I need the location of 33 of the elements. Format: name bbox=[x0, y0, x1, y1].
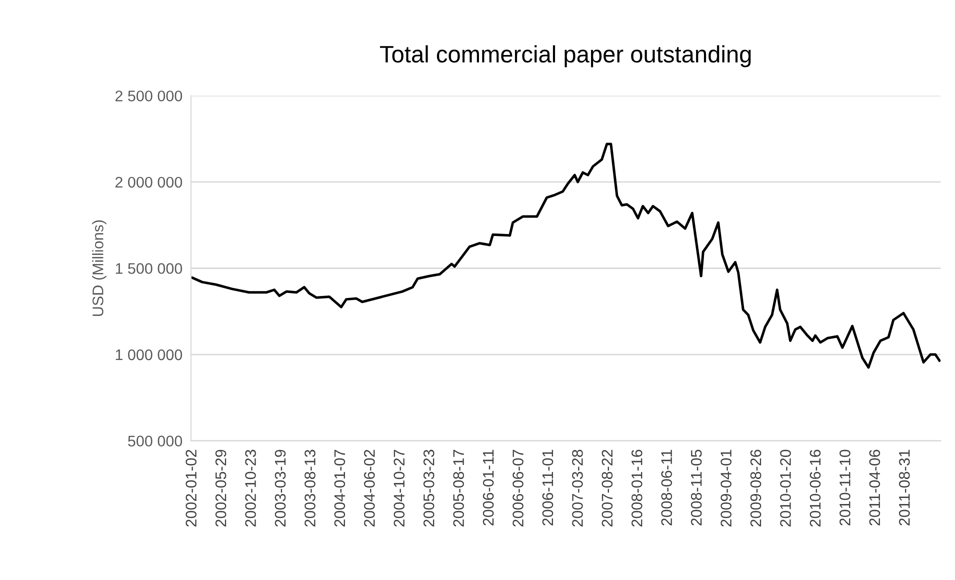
x-tick-label: 2009-04-01 bbox=[720, 450, 732, 527]
x-tick-label: 2010-01-20 bbox=[780, 450, 791, 527]
x-tick-label: 2004-01-07 bbox=[334, 450, 346, 527]
y-tick-label: 2 500 000 bbox=[115, 90, 182, 102]
x-tick-label: 2003-08-13 bbox=[304, 450, 316, 527]
x-tick-label: 2006-01-11 bbox=[482, 450, 494, 526]
x-tick-label: 2004-10-27 bbox=[394, 450, 405, 527]
y-tick-label: 1 000 000 bbox=[116, 349, 182, 360]
x-tick-label: 2011-04-06 bbox=[869, 450, 880, 526]
x-tick-label: 2006-06-07 bbox=[512, 450, 524, 527]
x-tick-label: 2002-05-29 bbox=[215, 450, 226, 527]
x-tick-label: 2010-11-10 bbox=[840, 450, 850, 526]
y-tick-label: 1 500 000 bbox=[116, 263, 182, 274]
x-tick-label: 2004-06-02 bbox=[364, 450, 375, 527]
x-tick-label: 2003-03-19 bbox=[274, 450, 286, 527]
x-tick-label: 2002-01-02 bbox=[186, 450, 197, 527]
x-tick-label: 2006-11-01 bbox=[542, 450, 554, 526]
chart-title: Total commercial paper outstanding bbox=[380, 45, 751, 68]
line-series bbox=[191, 142, 941, 369]
x-tick-label: 2011-08-31 bbox=[898, 450, 910, 526]
x-tick-label: 2009-08-26 bbox=[750, 450, 762, 527]
x-tick-label: 2002-10-23 bbox=[245, 450, 256, 527]
x-tick-label: 2005-08-17 bbox=[453, 450, 464, 527]
x-tick-label: 2007-03-28 bbox=[572, 450, 583, 527]
y-tick-label: 500 000 bbox=[128, 436, 182, 446]
x-tick-label: 2008-11-05 bbox=[690, 450, 702, 526]
x-tick-label: 2005-03-23 bbox=[423, 450, 434, 527]
y-axis-title: USD (Millions) bbox=[92, 220, 106, 316]
x-tick-label: 2010-06-16 bbox=[810, 450, 821, 527]
x-tick-label: 2008-06-11 bbox=[661, 450, 672, 526]
x-tick-label: 2007-08-22 bbox=[602, 450, 613, 527]
y-tick-label: 2 000 000 bbox=[115, 176, 182, 188]
x-tick-label: 2008-01-16 bbox=[632, 450, 642, 527]
